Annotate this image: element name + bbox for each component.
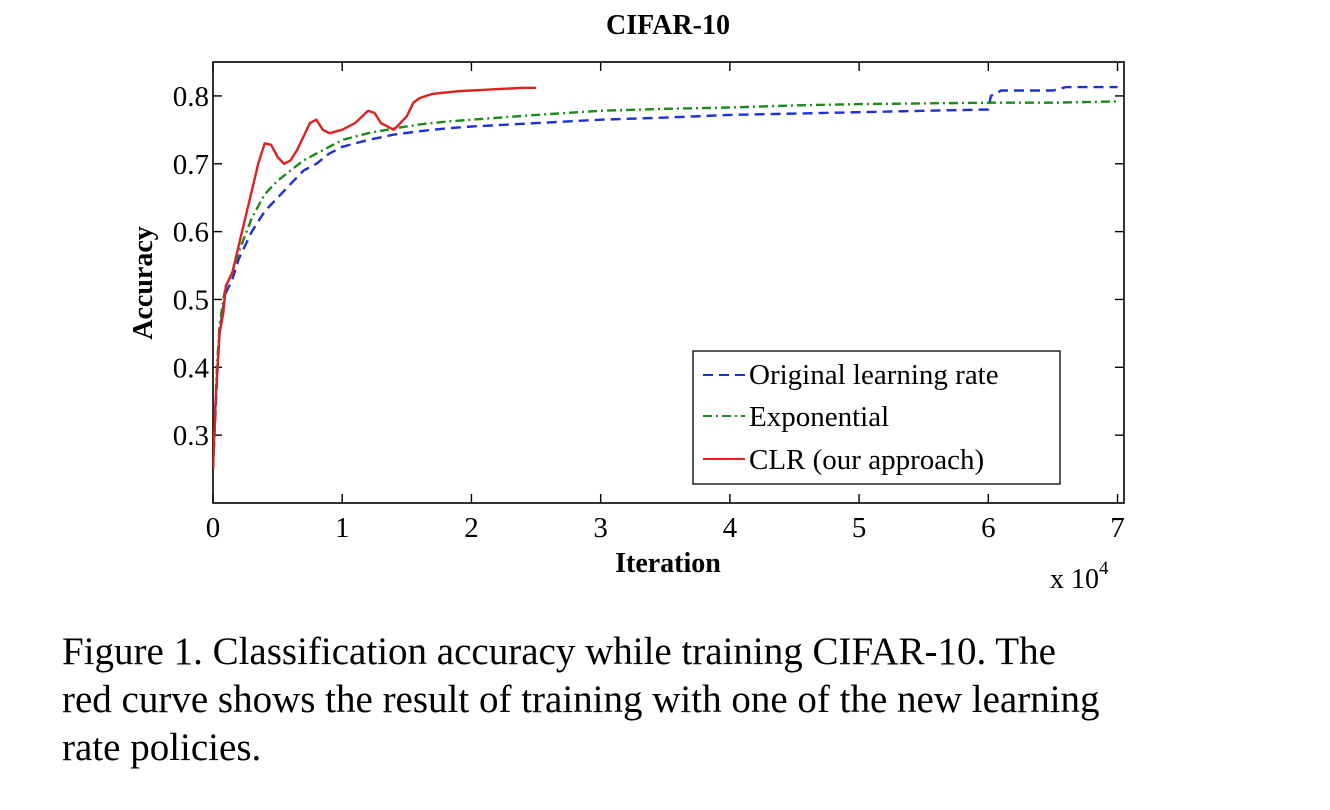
- axis-ticks: 0 1 2 3 4 5 6 7 0.3 0.4 0.5 0.6 0.7 0.8: [173, 62, 1125, 544]
- caption-line: rate policies.: [62, 726, 262, 769]
- series-layer: [213, 85, 1118, 470]
- x-tick-label: 3: [593, 512, 608, 544]
- x-tick-label: 7: [1110, 512, 1125, 544]
- legend-label-original: Original learning rate: [749, 359, 999, 391]
- legend-box: [692, 350, 1061, 485]
- x-tick-label: 6: [981, 512, 996, 544]
- caption-line: red curve shows the result of training w…: [62, 678, 1100, 721]
- y-tick-label: 0.4: [173, 352, 210, 384]
- caption-line: Figure 1. Classification accuracy while …: [62, 630, 1056, 673]
- series-clr: [213, 86, 536, 470]
- legend-label-clr: CLR (our approach): [749, 444, 984, 476]
- x-tick-label: 0: [206, 512, 221, 544]
- x-tick-label: 1: [335, 512, 350, 544]
- y-tick-label: 0.6: [173, 217, 209, 249]
- legend-label-exponential: Exponential: [749, 401, 889, 433]
- y-tick-label: 0.3: [173, 420, 209, 452]
- y-tick-label: 0.7: [173, 149, 209, 181]
- legend: Original learning rate Exponential CLR (…: [692, 350, 1061, 485]
- x-axis-multiplier: x 104: [1050, 558, 1109, 595]
- x-axis-multiplier-exponent: 4: [1099, 558, 1109, 579]
- y-tick-label: 0.5: [173, 284, 209, 316]
- x-axis-multiplier-base: x 10: [1050, 564, 1099, 595]
- y-axis-label: Accuracy: [128, 226, 159, 340]
- figure-caption: Figure 1. Classification accuracy while …: [62, 628, 1238, 772]
- x-tick-label: 5: [852, 512, 867, 544]
- y-tick-label: 0.8: [173, 81, 209, 113]
- x-tick-label: 2: [464, 512, 479, 544]
- series-original-learning-rate: [213, 85, 1118, 470]
- chart-title: CIFAR-10: [606, 10, 730, 41]
- accuracy-chart: CIFAR-10 0 1 2 3 4 5 6 7 0.3 0.4 0.5 0.6 0.7 0.8 Accu…: [128, 10, 1125, 595]
- x-tick-label: 4: [723, 512, 738, 544]
- x-axis-label: Iteration: [615, 548, 721, 579]
